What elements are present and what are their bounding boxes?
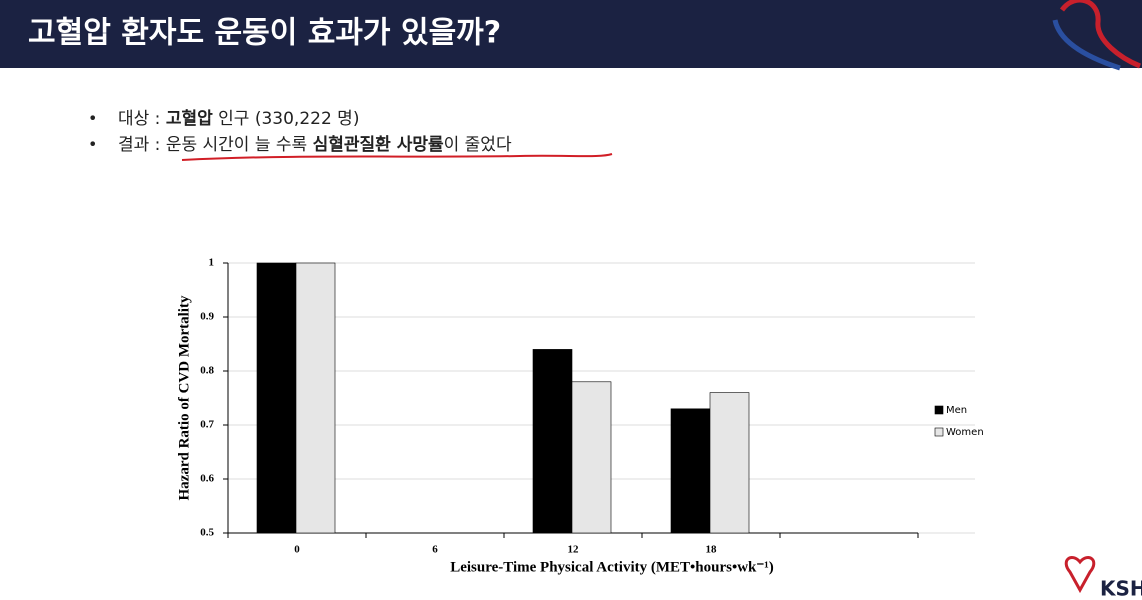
y-tick-label: 0.7 bbox=[200, 419, 214, 431]
y-tick-label: 0.5 bbox=[200, 527, 214, 539]
slide-title: 고혈압 환자도 운동이 효과가 있을까? bbox=[28, 16, 501, 51]
x-tick-label: 0 bbox=[294, 544, 300, 556]
y-tick-label: 0.8 bbox=[200, 365, 214, 377]
heart-logo bbox=[1052, 0, 1141, 71]
bullet-part: 인구 (330,222 명) bbox=[213, 109, 360, 129]
bar bbox=[295, 262, 336, 534]
bullet-dot: • bbox=[88, 109, 97, 128]
bullet-part: 고혈압 bbox=[166, 108, 213, 129]
bullet-part: 운동 시간이 늘 수록 bbox=[166, 135, 313, 155]
y-tick-label: 1 bbox=[209, 257, 215, 269]
bullet-part: 결과 : bbox=[118, 135, 166, 155]
legend-label: Men bbox=[946, 405, 967, 416]
ksh-logo: KSH bbox=[1064, 556, 1142, 600]
underline bbox=[181, 153, 613, 161]
x-axis-title: Leisure-Time Physical Activity (MET•hour… bbox=[450, 559, 774, 575]
bullet-part: 심혈관질환 사망률 bbox=[313, 134, 444, 155]
x-tick-label: 12 bbox=[568, 544, 580, 556]
legend-swatch bbox=[934, 405, 944, 415]
x-tick-label: 18 bbox=[706, 544, 718, 556]
bullet: 결과 : 운동 시간이 늘 수록 심혈관질환 사망률이 줄었다 bbox=[118, 134, 512, 155]
legend-swatch bbox=[934, 427, 944, 437]
bullet-part: 대상 : bbox=[118, 109, 166, 129]
x-tick-label: 6 bbox=[432, 544, 438, 556]
y-tick-label: 0.6 bbox=[200, 473, 214, 485]
bullet-dot: • bbox=[88, 135, 97, 154]
bullet-part: 이 줄었다 bbox=[444, 135, 512, 155]
bar bbox=[709, 392, 750, 534]
logo-text: KSH bbox=[1100, 577, 1142, 600]
bar bbox=[532, 349, 573, 534]
legend-label: Women bbox=[946, 427, 984, 438]
header-bar bbox=[0, 0, 1142, 68]
bar bbox=[670, 408, 711, 534]
bar bbox=[571, 381, 612, 534]
bullet: 대상 : 고혈압 인구 (330,222 명) bbox=[118, 108, 359, 129]
y-axis-title: Hazard Ratio of CVD Mortality bbox=[176, 295, 192, 500]
bar bbox=[256, 262, 297, 534]
y-tick-label: 0.9 bbox=[200, 311, 214, 323]
